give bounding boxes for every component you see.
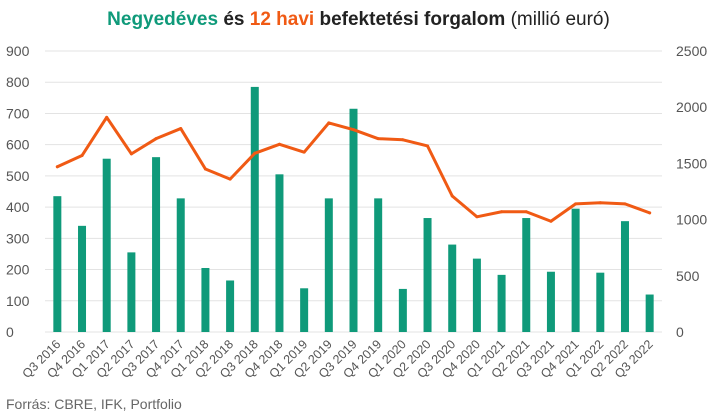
line-point (352, 128, 355, 132)
bar (53, 196, 62, 332)
line-point (623, 202, 627, 206)
line-point (253, 151, 257, 155)
y-right-tick-label: 1500 (676, 155, 707, 171)
bar (497, 274, 506, 332)
bar (374, 198, 383, 332)
y-right-tick-label: 2500 (676, 43, 707, 59)
bar (349, 108, 358, 332)
line-point (500, 210, 504, 214)
title-quarterly: Negyedéves (107, 9, 219, 30)
title-and: és (218, 9, 250, 30)
bar (78, 225, 87, 332)
line-point (129, 152, 133, 156)
source-note: Forrás: CBRE, IFK, Portfolio (6, 396, 182, 412)
title-unit: (millió euró) (505, 9, 610, 30)
line-point (450, 194, 454, 198)
bar (571, 208, 580, 332)
line-point (80, 154, 84, 158)
bar (176, 198, 185, 332)
bar (226, 280, 235, 332)
bar (324, 198, 333, 332)
bar (250, 86, 259, 333)
line-point (401, 138, 405, 142)
bar (522, 218, 531, 332)
chart-title: Negyedéves és 12 havi befektetési forgal… (0, 9, 717, 31)
bar (300, 288, 309, 332)
y-left-tick-label: 200 (6, 262, 30, 278)
bar (152, 157, 161, 332)
bar (472, 258, 481, 332)
line-series (55, 115, 652, 223)
line-point (549, 219, 553, 223)
y-left-tick-label: 500 (6, 168, 30, 184)
bar (102, 158, 111, 332)
bar (201, 267, 210, 332)
bar (398, 288, 407, 332)
y-right-tick-label: 1000 (676, 212, 707, 228)
y-right-tick-label: 2000 (676, 99, 707, 115)
bar (275, 174, 284, 332)
y-left-tick-label: 400 (6, 199, 30, 215)
line-point (426, 144, 430, 148)
y-left-tick-label: 300 (6, 230, 30, 246)
line-point (475, 215, 479, 219)
y-left-tick-label: 800 (6, 74, 30, 90)
y-left-tick-label: 700 (6, 105, 30, 121)
line-point (598, 201, 602, 205)
line-point (154, 137, 158, 141)
bar (546, 271, 555, 332)
line-point (648, 211, 652, 215)
y-right-tick-label: 500 (676, 268, 700, 284)
y-right-tick-label: 0 (676, 324, 684, 340)
right-axis-ticks: 0 500 1000 1500 2000 2500 (676, 43, 707, 340)
line-point (228, 177, 232, 181)
line-point (203, 167, 207, 171)
line-point (277, 142, 281, 146)
title-investment: befektetési forgalom (314, 9, 506, 30)
line-point (302, 150, 306, 154)
bar (448, 244, 457, 332)
y-left-tick-label: 100 (6, 293, 30, 309)
line-point (105, 115, 109, 119)
title-12-month: 12 havi (249, 9, 315, 30)
line-point (179, 127, 183, 131)
bar (620, 221, 629, 332)
line-point (327, 121, 331, 125)
line-point (524, 210, 528, 214)
bar (596, 272, 605, 332)
bar-series (53, 86, 654, 333)
line-point (55, 165, 59, 169)
bar (423, 218, 432, 332)
y-left-tick-label: 900 (6, 43, 30, 59)
left-axis-ticks: 0 100 200 300 400 500 600 700 800 900 (6, 43, 30, 340)
bar (127, 252, 136, 332)
bar (645, 294, 654, 332)
y-left-tick-label: 600 (6, 137, 30, 153)
line-point (376, 137, 380, 141)
y-left-tick-label: 0 (6, 324, 14, 340)
line-point (574, 202, 578, 206)
